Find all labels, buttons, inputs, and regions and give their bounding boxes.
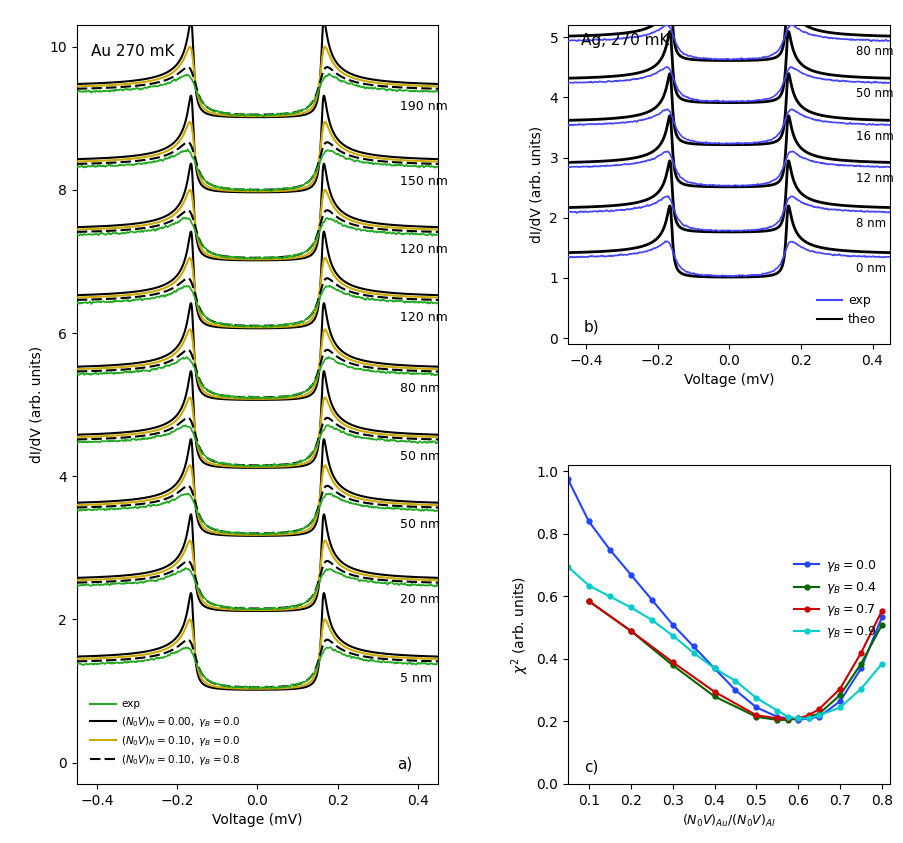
Legend: exp, theo: exp, theo — [811, 289, 880, 331]
Text: c): c) — [583, 760, 598, 774]
X-axis label: $(N_0 V)_{Au}/(N_0 V)_{Al}$: $(N_0 V)_{Au}/(N_0 V)_{Al}$ — [682, 813, 776, 830]
Legend: exp, $(N_0V)_N = 0.00,\; \gamma_B = 0.0$, $(N_0V)_N = 0.10,\; \gamma_B = 0.0$, $: exp, $(N_0V)_N = 0.00,\; \gamma_B = 0.0$… — [86, 695, 245, 771]
Text: 120 nm: 120 nm — [399, 311, 447, 324]
Text: 0 nm: 0 nm — [855, 262, 886, 275]
Y-axis label: $\chi^2$ (arb. units): $\chi^2$ (arb. units) — [508, 576, 530, 674]
Text: 50 nm: 50 nm — [399, 518, 440, 531]
Text: Au 270 mK: Au 270 mK — [91, 44, 174, 59]
Text: 150 nm: 150 nm — [399, 175, 447, 188]
Text: Ag, 270 mK: Ag, 270 mK — [581, 33, 668, 48]
Y-axis label: dI/dV (arb. units): dI/dV (arb. units) — [30, 346, 44, 463]
Text: 12 nm: 12 nm — [855, 172, 893, 185]
Text: 50 nm: 50 nm — [855, 88, 893, 100]
X-axis label: Voltage (mV): Voltage (mV) — [212, 813, 303, 827]
X-axis label: Voltage (mV): Voltage (mV) — [684, 373, 774, 387]
Text: 20 nm: 20 nm — [399, 593, 439, 606]
Text: 5 nm: 5 nm — [399, 672, 432, 685]
Text: b): b) — [583, 319, 599, 335]
Legend: $\gamma_B = 0.0$, $\gamma_B = 0.4$, $\gamma_B = 0.7$, $\gamma_B = 0.9$: $\gamma_B = 0.0$, $\gamma_B = 0.4$, $\ga… — [788, 553, 880, 646]
Text: 8 nm: 8 nm — [855, 217, 886, 230]
Text: a): a) — [397, 757, 413, 772]
Text: 80 nm: 80 nm — [855, 46, 893, 58]
Y-axis label: dI/dV (arb. units): dI/dV (arb. units) — [529, 126, 544, 244]
Text: 190 nm: 190 nm — [399, 99, 447, 113]
Text: 16 nm: 16 nm — [855, 130, 893, 142]
Text: 50 nm: 50 nm — [399, 450, 440, 464]
Text: 80 nm: 80 nm — [399, 383, 440, 395]
Text: 120 nm: 120 nm — [399, 243, 447, 255]
